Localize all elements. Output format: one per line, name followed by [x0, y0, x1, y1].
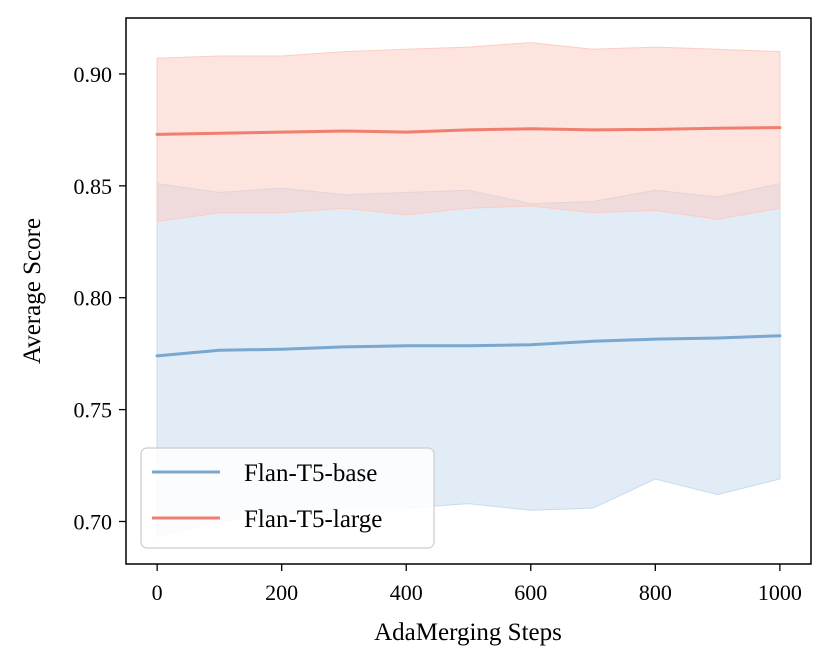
series-lines	[155, 126, 782, 358]
series-line-base	[155, 334, 782, 358]
x-tick-label: 1000	[758, 580, 802, 605]
x-axis: 0 200 400 600 800 1000	[152, 564, 802, 605]
legend-label-base: Flan-T5-base	[244, 460, 377, 487]
x-tick-label: 600	[514, 580, 547, 605]
y-tick-label: 0.85	[74, 174, 113, 199]
series-line-large	[155, 126, 782, 136]
y-tick-label: 0.80	[74, 286, 113, 311]
x-tick-label: 400	[390, 580, 423, 605]
plot-frame	[125, 17, 812, 565]
y-tick-label: 0.70	[74, 509, 113, 534]
x-tick-label: 800	[639, 580, 672, 605]
band-large	[156, 42, 781, 223]
y-tick-label: 0.75	[74, 398, 113, 423]
x-tick-label: 0	[152, 580, 163, 605]
y-axis-title: Average Score	[19, 218, 46, 364]
y-tick-label: 0.90	[74, 62, 113, 87]
y-axis: 0.70 0.75 0.80 0.85 0.90	[74, 62, 126, 534]
legend-label-large: Flan-T5-large	[244, 506, 382, 533]
x-tick-label: 200	[265, 580, 298, 605]
legend: Flan-T5-base Flan-T5-large	[140, 447, 435, 549]
x-axis-title: AdaMerging Steps	[374, 619, 562, 646]
